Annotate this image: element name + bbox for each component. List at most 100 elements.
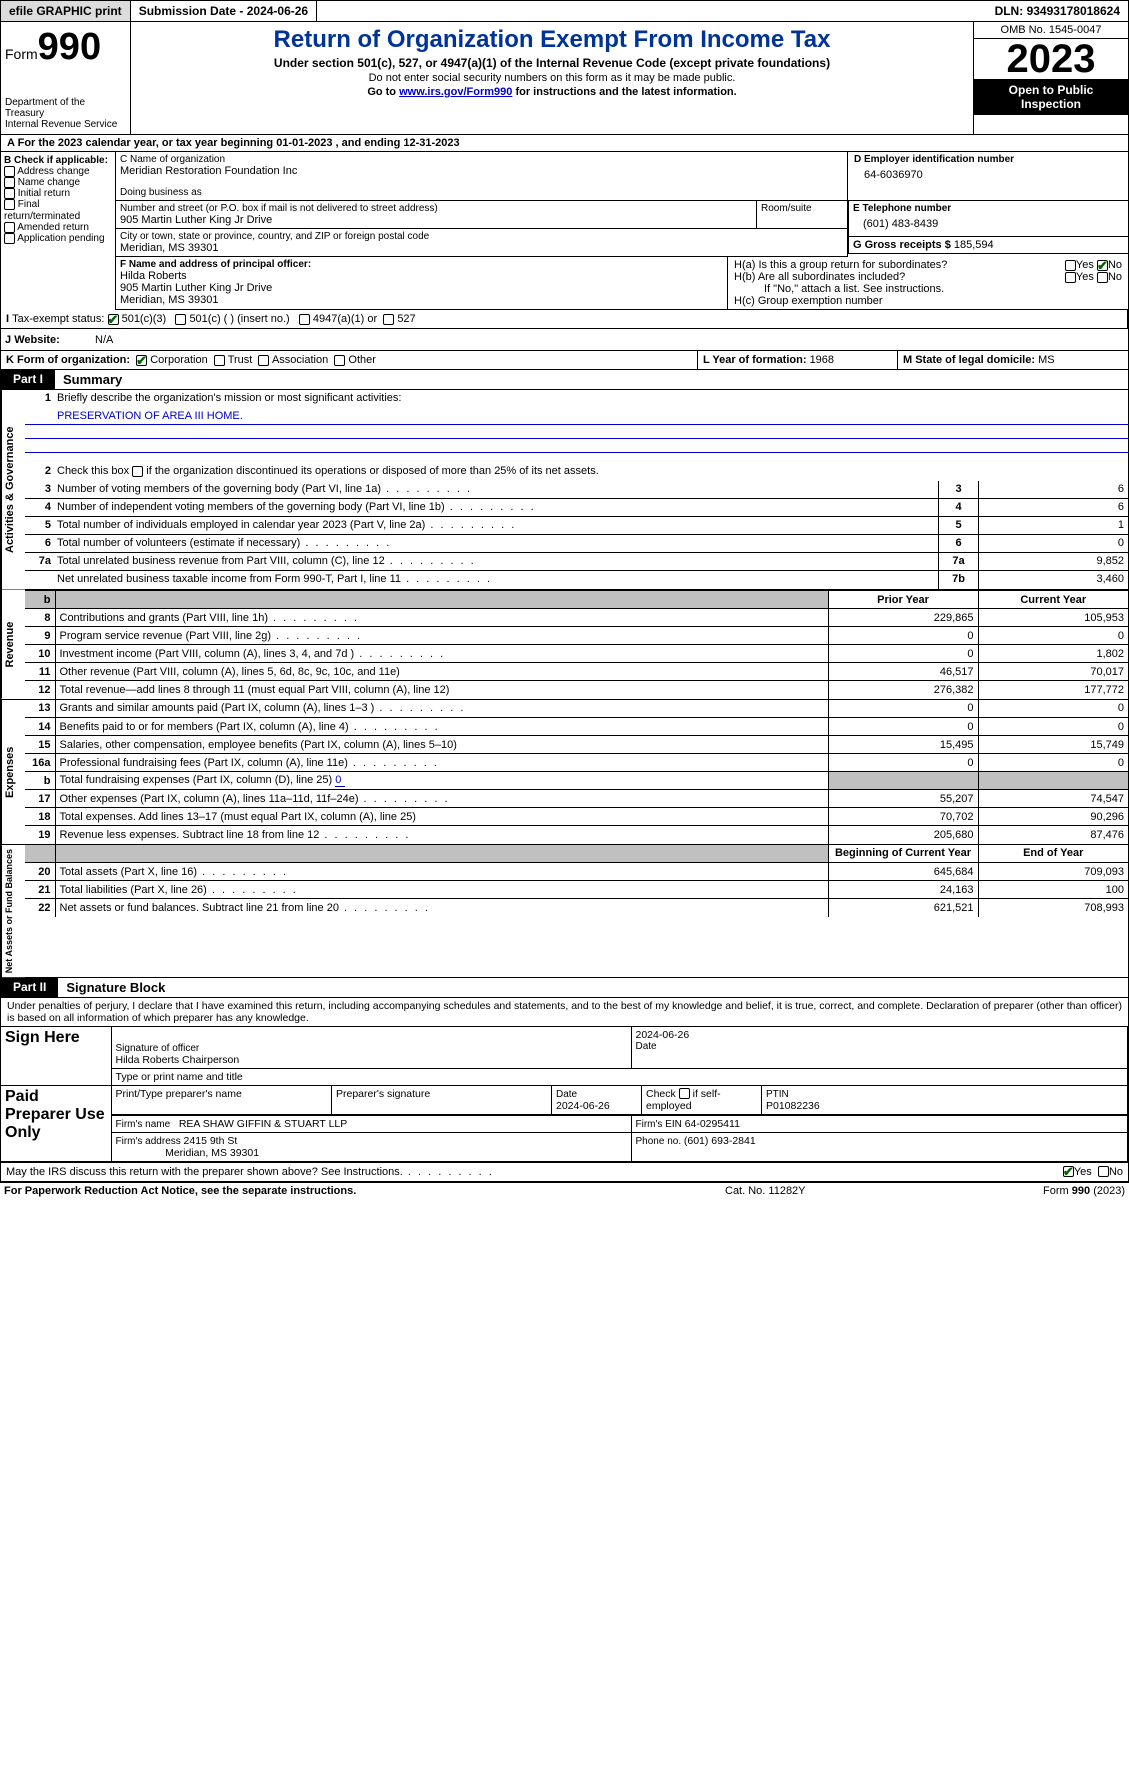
line12-cy: 177,772 [978,681,1128,699]
eoy-header: End of Year [978,845,1128,863]
prior-year-header: Prior Year [828,591,978,609]
line6-value: 0 [978,535,1128,552]
line7a-value: 9,852 [978,553,1128,570]
line22-cy: 708,993 [978,899,1128,917]
sidelabel-governance: Activities & Governance [1,390,25,589]
ein-value: 64-6036970 [854,165,1122,185]
checkbox-address-change[interactable] [4,166,15,177]
line11-label: Other revenue (Part VIII, column (A), li… [55,663,828,681]
form-title: Return of Organization Exempt From Incom… [135,26,969,54]
line21-cy: 100 [978,881,1128,899]
firm-phone: (601) 693-2841 [684,1135,756,1147]
line15-py: 15,495 [828,736,978,754]
checkbox-hb-no[interactable] [1097,272,1108,283]
k-label: K Form of organization: [6,354,130,366]
line13-label: Grants and similar amounts paid (Part IX… [55,700,828,718]
part2-title: Signature Block [58,978,173,997]
checkbox-hb-yes[interactable] [1065,272,1076,283]
line15-label: Salaries, other compensation, employee b… [55,736,828,754]
line20-label: Total assets (Part X, line 16) [55,863,828,881]
line5-value: 1 [978,517,1128,534]
form990-link[interactable]: www.irs.gov/Form990 [399,86,512,98]
e-phone-label: E Telephone number [853,203,1124,214]
org-name: Meridian Restoration Foundation Inc [120,165,843,177]
form-number: 990 [38,26,101,68]
line22-label: Net assets or fund balances. Subtract li… [55,899,828,917]
sidelabel-revenue: Revenue [1,590,25,699]
efile-print-button[interactable]: efile GRAPHIC print [1,1,131,21]
sig-date: 2024-06-26 [636,1029,1124,1041]
line16b-label: Total fundraising expenses (Part IX, col… [55,772,828,790]
checkbox-527[interactable] [383,314,394,325]
prep-date: 2024-06-26 [556,1100,610,1112]
checkbox-final-return[interactable] [4,199,15,210]
goto-line: Go to www.irs.gov/Form990 for instructio… [135,86,969,98]
line16a-cy: 0 [978,754,1128,772]
ha-label: H(a) Is this a group return for subordin… [734,259,1065,271]
line1-label: Briefly describe the organization's miss… [55,390,1128,408]
line14-py: 0 [828,718,978,736]
type-name-label: Type or print name and title [111,1068,1128,1085]
line19-py: 205,680 [828,826,978,844]
checkbox-ha-no[interactable] [1097,260,1108,271]
checkbox-4947[interactable] [299,314,310,325]
mission-text: PRESERVATION OF AREA III HOME. [55,408,1128,424]
checkbox-corp[interactable] [136,355,147,366]
checkbox-self-employed[interactable] [679,1088,690,1099]
checkbox-name-change[interactable] [4,177,15,188]
line3-value: 6 [978,481,1128,498]
checkbox-501c3[interactable] [108,314,119,325]
part1-title: Summary [55,370,130,389]
c-name-label: C Name of organization [120,154,843,165]
checkbox-trust[interactable] [214,355,225,366]
checkbox-ha-yes[interactable] [1065,260,1076,271]
checkbox-501c[interactable] [175,314,186,325]
date-label: Date [636,1041,1124,1052]
state-domicile: MS [1038,354,1055,366]
sign-here-label: Sign Here [1,1026,111,1085]
hb-note: If "No," attach a list. See instructions… [734,283,1122,295]
checkbox-discuss-no[interactable] [1098,1166,1109,1177]
prep-sig-label: Preparer's signature [332,1086,552,1115]
firm-addr2: Meridian, MS 39301 [165,1147,259,1159]
line9-label: Program service revenue (Part VIII, line… [55,627,828,645]
current-year-header: Current Year [978,591,1128,609]
line14-label: Benefits paid to or for members (Part IX… [55,718,828,736]
checkbox-initial-return[interactable] [4,188,15,199]
checkbox-discuss-yes[interactable] [1063,1166,1074,1177]
line8-label: Contributions and grants (Part VIII, lin… [55,609,828,627]
hc-label: H(c) Group exemption number [734,295,1122,307]
line21-py: 24,163 [828,881,978,899]
line17-py: 55,207 [828,790,978,808]
street-label: Number and street (or P.O. box if mail i… [120,203,752,214]
line12-label: Total revenue—add lines 8 through 11 (mu… [55,681,828,699]
line17-cy: 74,547 [978,790,1128,808]
checkbox-assoc[interactable] [258,355,269,366]
ssn-warning: Do not enter social security numbers on … [135,72,969,84]
room-label: Room/suite [757,201,847,228]
checkbox-other[interactable] [334,355,345,366]
ptin-value: P01082236 [766,1100,820,1112]
year-formation: 1968 [810,354,834,366]
checkbox-application-pending[interactable] [4,233,15,244]
firm-name: REA SHAW GIFFIN & STUART LLP [179,1118,347,1130]
checkbox-discontinued[interactable] [132,466,143,477]
g-gross-label: G Gross receipts $ [853,239,954,251]
city-label: City or town, state or province, country… [120,231,843,242]
sig-officer-label: Signature of officer [116,1043,627,1054]
form-label: Form [5,46,38,62]
officer-street: 905 Martin Luther King Jr Drive [120,282,723,294]
line10-py: 0 [828,645,978,663]
part2-bar: Part II [1,978,58,997]
top-toolbar: efile GRAPHIC print Submission Date - 20… [0,0,1129,22]
j-label: Website: [14,334,60,346]
line10-cy: 1,802 [978,645,1128,663]
perjury-declaration: Under penalties of perjury, I declare th… [1,998,1128,1026]
line2-label: Check this box if the organization disco… [55,463,1128,481]
phone-value: (601) 483-8439 [853,214,1124,234]
line9-py: 0 [828,627,978,645]
line7a-label: Total unrelated business revenue from Pa… [55,553,938,570]
line20-py: 645,684 [828,863,978,881]
checkbox-amended-return[interactable] [4,222,15,233]
line5-label: Total number of individuals employed in … [55,517,938,534]
